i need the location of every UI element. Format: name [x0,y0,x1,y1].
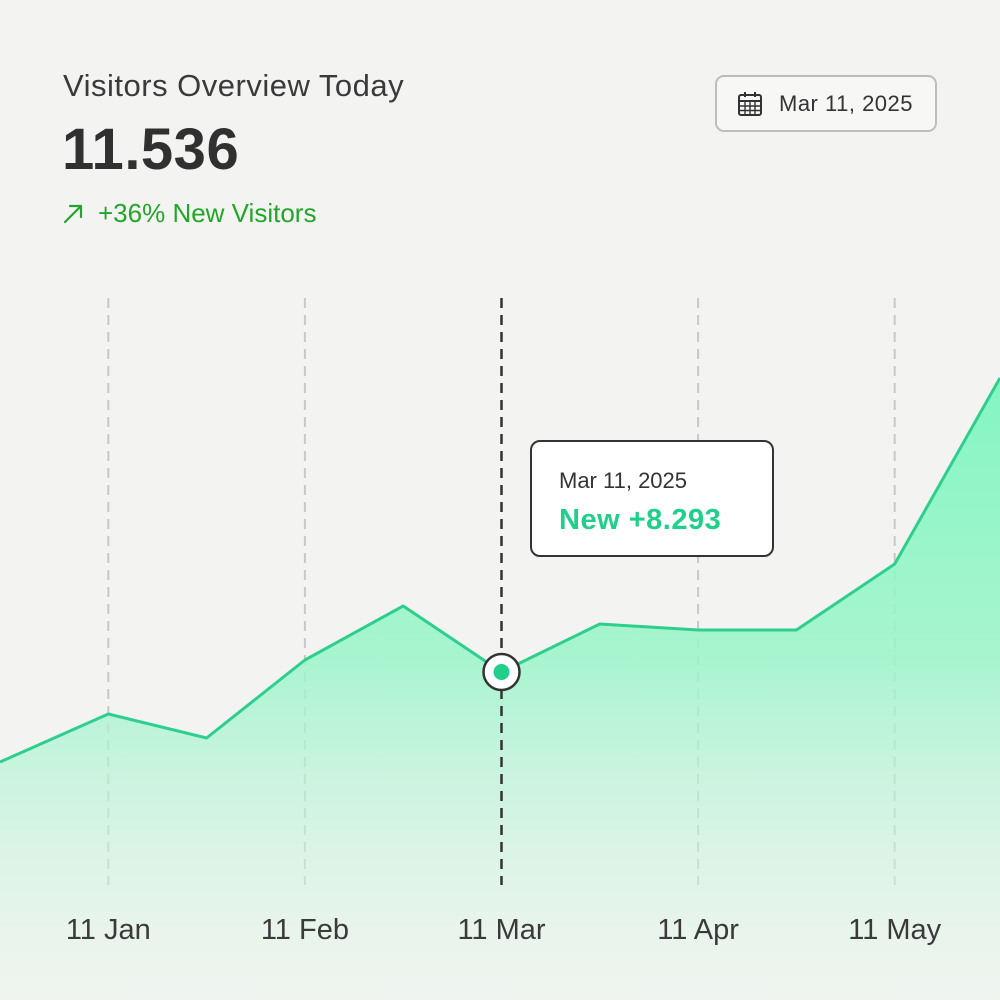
chart-tooltip: Mar 11, 2025 New +8.293 [530,440,774,557]
highlight-point-dot [493,664,510,680]
x-tick-label: 11 May [848,914,941,946]
x-tick-label: 11 Mar [457,914,545,946]
tooltip-prefix: New [559,504,621,536]
x-tick-label: 11 Feb [261,914,349,946]
page-title: Visitors Overview Today [63,68,405,103]
tooltip-value: New +8.293 [559,504,772,537]
date-picker-label: Mar 11, 2025 [779,90,914,116]
trend-indicator: +36% New Visitors [62,198,316,229]
x-tick-label: 11 Apr [657,914,739,946]
total-visitors: 11.536 [62,117,240,182]
x-tick-label: 11 Jan [66,914,151,946]
trend-label: +36% New Visitors [98,198,317,228]
arrow-up-right-icon [63,204,83,223]
date-picker-button[interactable]: Mar 11, 2025 [715,75,937,132]
tooltip-number: +8.293 [628,504,722,536]
calendar-icon [738,91,762,116]
tooltip-date: Mar 11, 2025 [559,468,688,493]
